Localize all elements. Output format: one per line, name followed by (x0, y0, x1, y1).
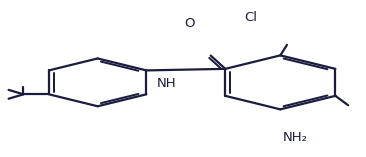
Text: O: O (184, 17, 195, 30)
Text: Cl: Cl (244, 11, 257, 24)
Text: NH₂: NH₂ (283, 131, 307, 144)
Text: NH: NH (157, 77, 176, 90)
